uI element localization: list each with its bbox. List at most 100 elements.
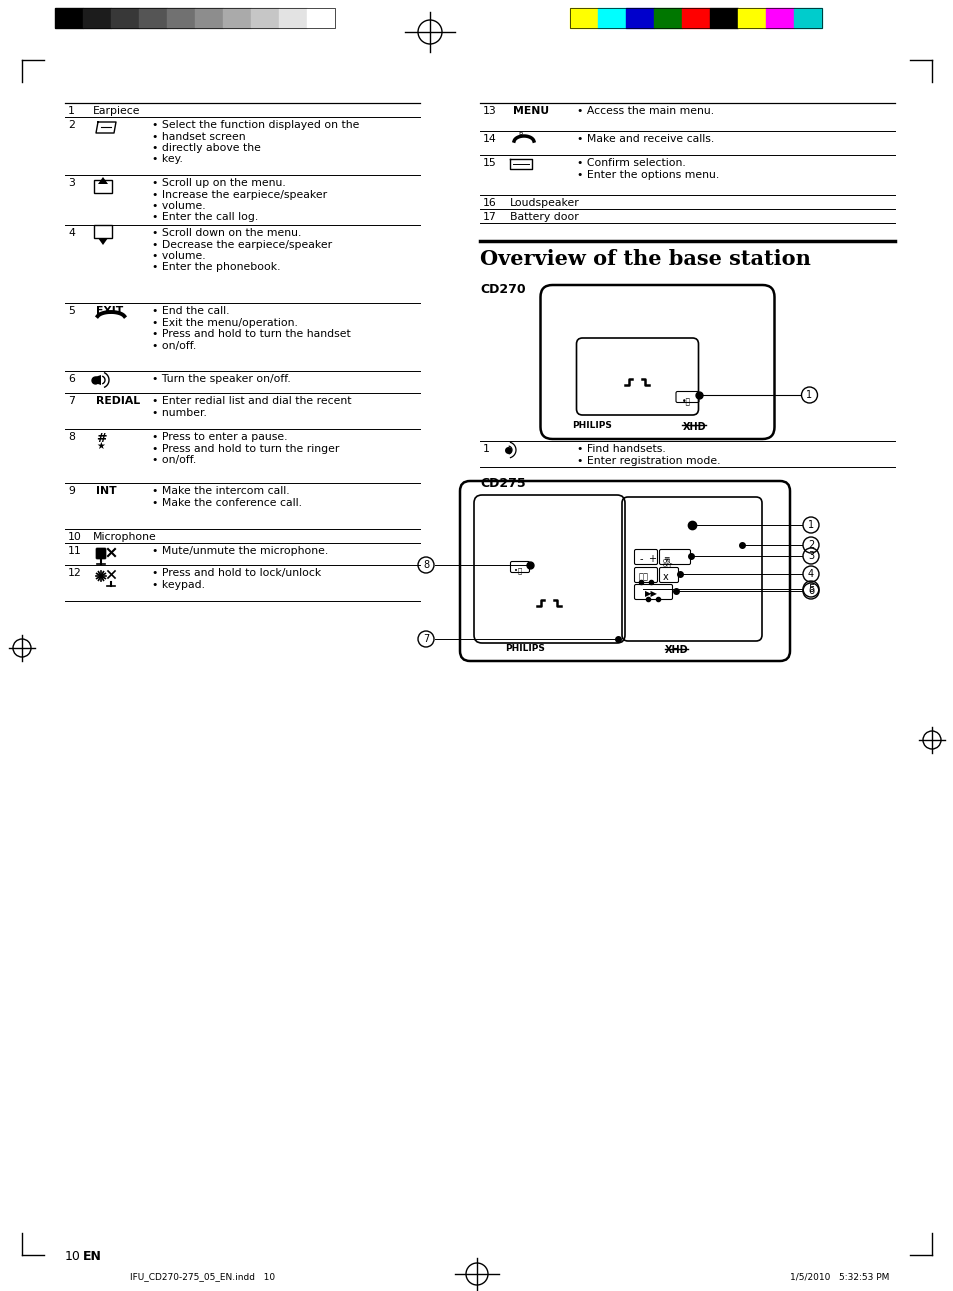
Text: 14: 14 xyxy=(482,134,497,145)
Bar xyxy=(598,8,625,28)
Text: Loudspeaker: Loudspeaker xyxy=(510,198,579,208)
Bar xyxy=(94,179,112,192)
Bar xyxy=(793,8,821,28)
Text: 12: 12 xyxy=(68,568,82,578)
Text: -: - xyxy=(639,554,643,564)
Bar xyxy=(569,8,598,28)
Text: ≡: ≡ xyxy=(662,554,669,563)
Text: 3: 3 xyxy=(807,551,813,562)
Polygon shape xyxy=(98,177,108,185)
Text: PHILIPS: PHILIPS xyxy=(572,421,612,430)
Text: Earpiece: Earpiece xyxy=(92,106,140,116)
Text: • Confirm selection.: • Confirm selection. xyxy=(577,158,685,168)
Text: 8: 8 xyxy=(68,432,74,442)
Bar xyxy=(55,8,83,28)
Text: PHILIPS: PHILIPS xyxy=(504,644,544,653)
Text: #: # xyxy=(96,432,107,445)
Text: MENU: MENU xyxy=(513,106,549,116)
Text: • Select the function displayed on the: • Select the function displayed on the xyxy=(152,120,359,130)
Text: 1/5/2010   5:32:53 PM: 1/5/2010 5:32:53 PM xyxy=(789,1272,888,1281)
Text: • Access the main menu.: • Access the main menu. xyxy=(577,106,714,116)
Text: 6: 6 xyxy=(807,586,813,596)
Text: 9: 9 xyxy=(68,485,74,496)
Text: 2: 2 xyxy=(68,120,74,130)
Text: 1: 1 xyxy=(482,444,489,454)
Bar xyxy=(307,8,335,28)
Text: • Turn the speaker on/off.: • Turn the speaker on/off. xyxy=(152,374,291,383)
Text: IFU_CD270-275_05_EN.indd   10: IFU_CD270-275_05_EN.indd 10 xyxy=(130,1272,274,1281)
Bar xyxy=(83,8,111,28)
Text: • Press and hold to turn the ringer: • Press and hold to turn the ringer xyxy=(152,444,339,453)
Text: • Increase the earpiece/speaker: • Increase the earpiece/speaker xyxy=(152,190,327,200)
Text: 3: 3 xyxy=(68,178,74,188)
Text: • Enter the call log.: • Enter the call log. xyxy=(152,213,258,222)
Text: • Enter redial list and dial the recent: • Enter redial list and dial the recent xyxy=(152,396,351,405)
Bar xyxy=(55,8,335,28)
Text: INT: INT xyxy=(96,485,116,496)
Text: OFF: OFF xyxy=(662,563,673,568)
Text: • number.: • number. xyxy=(152,408,207,417)
Polygon shape xyxy=(95,374,101,385)
Text: 10: 10 xyxy=(68,532,82,542)
Text: • End the call.: • End the call. xyxy=(152,306,230,316)
Bar xyxy=(278,8,307,28)
Text: • volume.: • volume. xyxy=(152,250,206,261)
Bar xyxy=(111,8,139,28)
Text: • Decrease the earpiece/speaker: • Decrease the earpiece/speaker xyxy=(152,240,332,249)
Bar xyxy=(738,8,765,28)
Text: • Enter the options menu.: • Enter the options menu. xyxy=(577,169,719,179)
Text: 17: 17 xyxy=(482,212,497,222)
Text: • on/off.: • on/off. xyxy=(152,454,196,465)
Text: 7: 7 xyxy=(68,396,74,405)
Bar xyxy=(251,8,278,28)
Text: • Exit the menu/operation.: • Exit the menu/operation. xyxy=(152,318,297,328)
Text: • Press and hold to lock/unlock: • Press and hold to lock/unlock xyxy=(152,568,321,578)
Bar xyxy=(94,225,112,238)
Text: • Scroll up on the menu.: • Scroll up on the menu. xyxy=(152,178,286,188)
Bar xyxy=(654,8,681,28)
Text: ⏮⏭: ⏮⏭ xyxy=(639,572,648,581)
Text: XHD: XHD xyxy=(681,422,705,432)
Text: +: + xyxy=(647,554,656,564)
FancyBboxPatch shape xyxy=(96,547,106,559)
Text: 1: 1 xyxy=(805,390,812,400)
Text: 7: 7 xyxy=(422,634,429,644)
Bar xyxy=(709,8,738,28)
Text: • Mute/unmute the microphone.: • Mute/unmute the microphone. xyxy=(152,546,328,556)
Text: • Make the conference call.: • Make the conference call. xyxy=(152,497,302,507)
Bar xyxy=(139,8,167,28)
Text: Battery door: Battery door xyxy=(510,212,578,222)
Text: 4: 4 xyxy=(807,569,813,578)
Text: 16: 16 xyxy=(482,198,497,208)
Text: • on/off.: • on/off. xyxy=(152,341,196,350)
Bar xyxy=(569,8,821,28)
Text: • Make and receive calls.: • Make and receive calls. xyxy=(577,134,714,145)
Text: 1: 1 xyxy=(68,106,74,116)
Bar xyxy=(194,8,223,28)
Text: • Enter the phonebook.: • Enter the phonebook. xyxy=(152,262,280,272)
Text: • Scroll down on the menu.: • Scroll down on the menu. xyxy=(152,229,301,238)
Text: • directly above the: • directly above the xyxy=(152,143,260,154)
Polygon shape xyxy=(98,238,108,245)
Text: R: R xyxy=(517,132,522,138)
Text: 10: 10 xyxy=(65,1250,81,1263)
Text: ▶▶: ▶▶ xyxy=(644,589,658,598)
Text: EN: EN xyxy=(83,1250,102,1263)
Text: • Press and hold to turn the handset: • Press and hold to turn the handset xyxy=(152,329,351,340)
Text: • keypad.: • keypad. xyxy=(152,580,205,590)
Text: • handset screen: • handset screen xyxy=(152,132,245,142)
Text: x: x xyxy=(662,572,668,582)
Text: 4: 4 xyxy=(68,229,74,238)
Text: CD270: CD270 xyxy=(479,283,525,296)
Text: ON: ON xyxy=(662,559,671,564)
Text: •⧗: •⧗ xyxy=(680,398,690,405)
Text: EXIT: EXIT xyxy=(96,306,123,316)
Text: • Press to enter a pause.: • Press to enter a pause. xyxy=(152,432,287,442)
Bar xyxy=(223,8,251,28)
Text: XHD: XHD xyxy=(664,646,688,655)
Text: 1: 1 xyxy=(807,520,813,531)
Text: • key.: • key. xyxy=(152,155,183,164)
Text: • Enter registration mode.: • Enter registration mode. xyxy=(577,456,720,466)
Bar xyxy=(681,8,709,28)
Text: 2: 2 xyxy=(807,540,813,550)
